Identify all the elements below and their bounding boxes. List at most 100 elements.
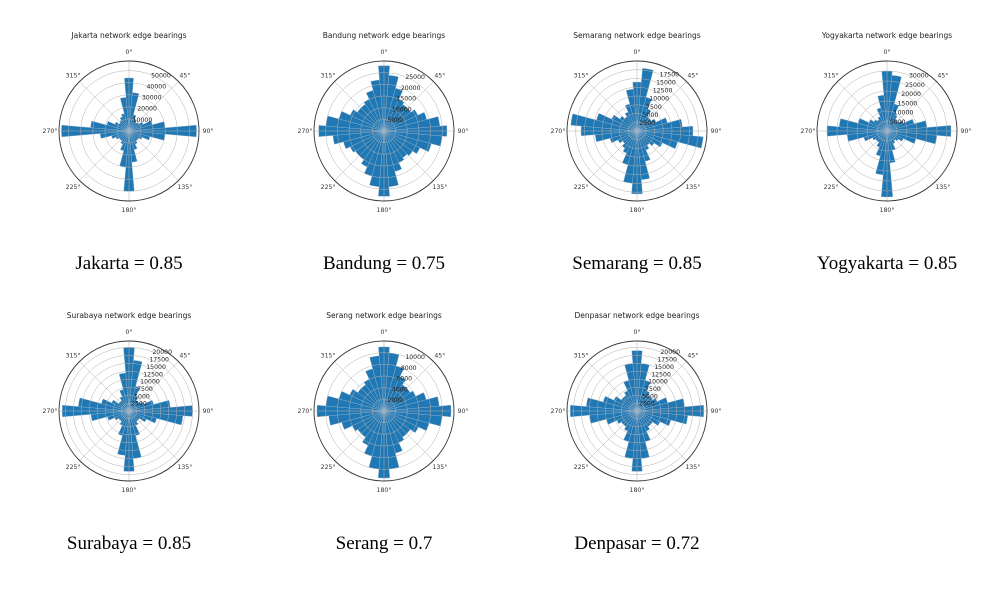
radial-tick-label: 30000 <box>909 73 929 80</box>
radial-tick-label: 17500 <box>657 357 677 364</box>
bearing-bar <box>111 399 130 412</box>
angle-tick-label: 90° <box>711 407 722 415</box>
bearing-bar <box>118 372 130 412</box>
radial-tick-label: 7500 <box>137 386 153 393</box>
angle-tick-label: 270° <box>298 127 313 135</box>
chart-title: Denpasar network edge bearings <box>574 311 699 320</box>
polar-plot: Yogyakarta network edge bearings 0° 45° 90°… <box>801 31 972 214</box>
radial-tick-label: 10000 <box>894 110 914 117</box>
chart-title: Bandung network edge bearings <box>323 31 446 40</box>
polar-plot: Denpasar network edge bearings 0° 45° 90° 13… <box>551 311 722 494</box>
radial-tick-label: 2500 <box>639 120 655 127</box>
radial-tick-label: 12500 <box>651 371 671 378</box>
angle-tick-label: 315° <box>574 351 589 359</box>
angle-tick-label: 0° <box>380 48 387 56</box>
bearing-bar <box>596 113 638 132</box>
rose-chart-serang: Serang network edge bearings 0° 45° 90° 135°… <box>294 307 474 597</box>
chart-title: Surabaya network edge bearings <box>67 311 192 320</box>
angle-tick-label: 270° <box>43 127 58 135</box>
radial-tick-label: 15000 <box>897 100 917 107</box>
angle-tick-label: 315° <box>321 71 336 79</box>
polar-frame <box>566 340 708 482</box>
radial-tick-label: 5000 <box>134 393 150 400</box>
bearing-bar <box>602 395 638 412</box>
chart-caption: Denpasar = 0.72 <box>574 533 700 554</box>
polar-plot: Bandung network edge bearings 0° 45° 90° 135… <box>298 31 469 214</box>
radial-tick-label: 20000 <box>901 91 921 98</box>
chart-caption: Surabaya = 0.85 <box>66 533 192 554</box>
angle-tick-label: 270° <box>801 127 816 135</box>
angular-gridline <box>79 361 130 412</box>
angle-tick-label: 90° <box>203 407 214 415</box>
angle-tick-label: 180° <box>377 486 392 494</box>
radial-tick-label: 15000 <box>654 364 674 371</box>
angular-gridline <box>587 130 638 181</box>
radial-tick-label: 10000 <box>648 379 668 386</box>
radial-tick-label: 6000 <box>396 376 412 383</box>
radial-tick-label: 40000 <box>146 83 166 90</box>
bearing-bar <box>120 130 130 145</box>
bearing-bar <box>114 121 130 132</box>
bearing-bar <box>128 410 147 423</box>
bearing-bar <box>623 410 638 432</box>
angle-tick-label: 0° <box>883 48 890 56</box>
radial-tick-label: 17500 <box>149 357 169 364</box>
bearing-bar <box>383 130 432 152</box>
angular-gridline <box>837 130 888 181</box>
angular-gridline <box>383 81 434 132</box>
rose-chart-jakarta: Jakarta network edge bearings 0° 45° 90° 135… <box>39 27 219 317</box>
angle-tick-label: 90° <box>203 127 214 135</box>
radial-tick-label: 4000 <box>392 386 408 393</box>
angle-tick-label: 45° <box>687 71 698 79</box>
angle-tick-label: 0° <box>125 328 132 336</box>
radial-tick-label: 10000 <box>649 96 669 103</box>
angle-tick-label: 180° <box>122 206 137 214</box>
polar-frame <box>313 340 455 482</box>
radial-tick-label: 7500 <box>646 104 662 111</box>
angle-tick-label: 270° <box>551 407 566 415</box>
angle-tick-label: 90° <box>458 127 469 135</box>
bearing-bar <box>362 410 385 446</box>
radial-tick-label: 8000 <box>401 365 417 372</box>
radial-tick-label: 12500 <box>143 371 163 378</box>
radial-tick-label: 15000 <box>396 96 416 103</box>
bearing-bar <box>370 79 385 132</box>
angle-tick-label: 180° <box>630 206 645 214</box>
bearing-bar <box>369 355 385 412</box>
angular-gridline <box>636 361 687 412</box>
bearing-bar <box>383 130 421 154</box>
angular-gridline <box>587 410 638 461</box>
angular-gridline <box>636 81 687 132</box>
rose-chart-denpasar: Denpasar network edge bearings 0° 45° 90° 13… <box>547 307 727 597</box>
angle-tick-label: 135° <box>177 183 192 191</box>
angle-tick-label: 90° <box>961 127 972 135</box>
bearing-bar <box>611 114 638 132</box>
angle-tick-label: 270° <box>298 407 313 415</box>
radial-tick-label: 7500 <box>645 386 661 393</box>
angle-tick-label: 0° <box>633 328 640 336</box>
angle-tick-label: 45° <box>179 351 190 359</box>
angle-tick-label: 135° <box>685 183 700 191</box>
angular-gridline <box>79 410 130 461</box>
polar-frame <box>58 340 200 482</box>
angle-tick-label: 135° <box>177 463 192 471</box>
angle-tick-label: 135° <box>935 183 950 191</box>
polar-frame <box>816 60 958 202</box>
bearing-bar <box>383 376 406 412</box>
bearing-bar <box>636 108 652 132</box>
bearing-bar <box>120 97 130 132</box>
angular-gridline <box>636 410 687 461</box>
bearing-bar <box>128 410 157 424</box>
rose-chart-yogyakarta: Yogyakarta network edge bearings 0° 45° 90°… <box>797 27 977 317</box>
angular-gridline <box>334 361 385 412</box>
angular-gridline <box>886 81 937 132</box>
angular-gridline <box>587 81 638 132</box>
angle-tick-label: 0° <box>380 328 387 336</box>
bearing-bar <box>361 130 385 168</box>
radial-tick-label: 10000 <box>392 106 412 113</box>
angle-tick-label: 180° <box>122 486 137 494</box>
angular-gridline <box>636 130 687 181</box>
angle-tick-label: 45° <box>687 351 698 359</box>
bearing-bar <box>636 410 661 426</box>
radial-tick-label: 5000 <box>890 119 906 126</box>
